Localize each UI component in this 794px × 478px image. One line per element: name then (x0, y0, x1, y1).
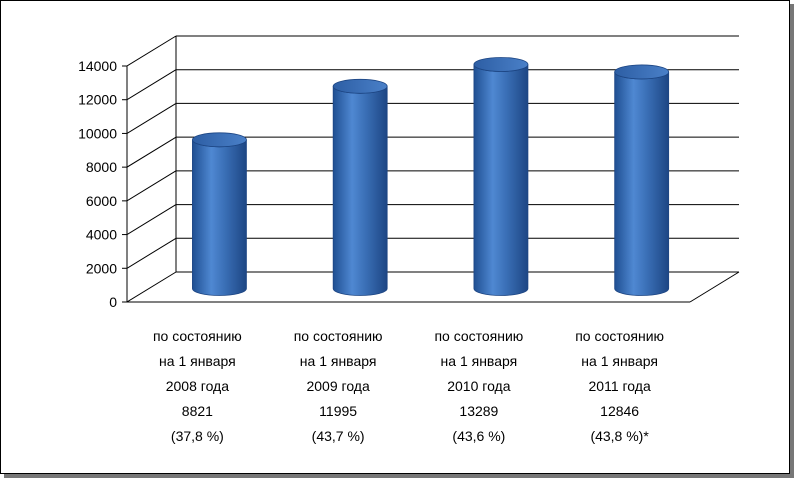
x-category-label: по состоянию на 1 января 2010 года 13289 (43… (434, 328, 523, 444)
x-category-line: на 1 января (581, 353, 658, 369)
x-category-line: 12846 (600, 403, 639, 419)
bar-2 (332, 78, 388, 296)
x-category-line: 8821 (182, 403, 213, 419)
frame-shadow-bottom (4, 474, 794, 478)
y-tick-label: 10000 (78, 125, 117, 141)
bar-body (192, 139, 247, 296)
x-category-label: по состоянию на 1 января 2008 года 8821 (37,… (153, 328, 242, 444)
x-category-line: (43,7 %) (312, 428, 365, 444)
x-category-line: по состоянию (434, 328, 523, 344)
x-category-line: (43,8 %)* (590, 428, 649, 444)
y-tick-label: 12000 (78, 92, 117, 108)
x-category-line: (37,8 %) (171, 428, 224, 444)
x-category-line: на 1 января (441, 353, 518, 369)
bars (192, 57, 670, 296)
gridline-side (126, 170, 177, 202)
x-category-line: по состоянию (153, 328, 242, 344)
bar-top (332, 78, 388, 94)
bar-top (614, 64, 670, 80)
y-tick-labels: 0 2000 4000 6000 8000 10000 12000 14000 (78, 58, 117, 310)
bar-4 (614, 64, 670, 296)
floor-left-edge (126, 271, 177, 303)
bar-top (473, 57, 529, 72)
gridline-side (126, 237, 177, 269)
y-tick-label: 2000 (86, 260, 117, 276)
x-category-label: по состоянию на 1 января 2009 года 11995 (43… (294, 328, 383, 444)
y-tick-label: 0 (109, 294, 117, 310)
bar-body (332, 86, 388, 296)
bar-3 (473, 57, 529, 296)
y-tick-label: 14000 (78, 58, 117, 74)
y-tick-label: 6000 (86, 193, 117, 209)
x-category-label: по состоянию на 1 января 2011 года 12846 (43… (575, 328, 664, 444)
bar-top (192, 132, 247, 148)
y-tick-label: 8000 (86, 159, 117, 175)
gridline-side (126, 35, 177, 67)
floor-right-edge (689, 271, 740, 303)
x-category-line: (43,6 %) (452, 428, 505, 444)
x-category-line: 2010 года (447, 378, 510, 394)
bar-body (614, 71, 670, 296)
gridline-side (126, 136, 177, 168)
x-category-line: на 1 января (300, 353, 377, 369)
bar-1 (192, 132, 247, 296)
frame-shadow-right (790, 4, 794, 478)
gridline-side (126, 103, 177, 134)
bar-body (473, 64, 529, 296)
x-category-line: по состоянию (575, 328, 664, 344)
x-category-labels: по состоянию на 1 января 2008 года 8821 (37,… (153, 328, 664, 444)
x-category-line: 13289 (459, 403, 498, 419)
x-category-line: по состоянию (294, 328, 383, 344)
x-category-line: 2009 года (306, 378, 369, 394)
x-category-line: 2011 года (589, 378, 651, 394)
x-category-line: 2008 года (166, 378, 229, 394)
gridline-side (126, 69, 177, 101)
x-category-line: 11995 (319, 403, 357, 419)
gridline-side (126, 204, 177, 235)
x-category-line: на 1 января (159, 353, 236, 369)
y-tick-label: 4000 (86, 227, 117, 243)
